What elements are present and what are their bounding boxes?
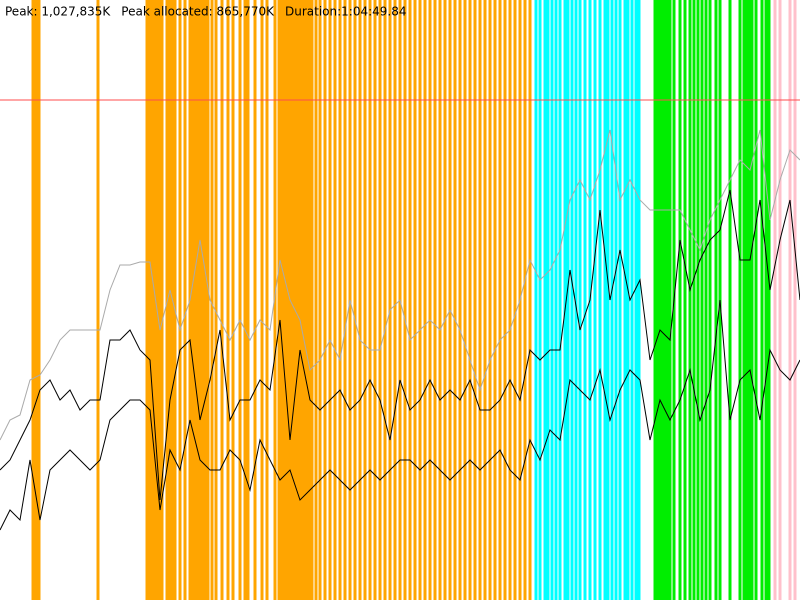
memory-line — [0, 299, 800, 531]
memory-line — [0, 189, 800, 501]
memory-line — [0, 129, 800, 441]
header-stat: Duration:1:04:49.84 — [285, 5, 407, 19]
header-stat: Peak: 1,027,835K — [5, 5, 111, 19]
header-stat: Peak allocated: 865,770K — [121, 5, 275, 19]
